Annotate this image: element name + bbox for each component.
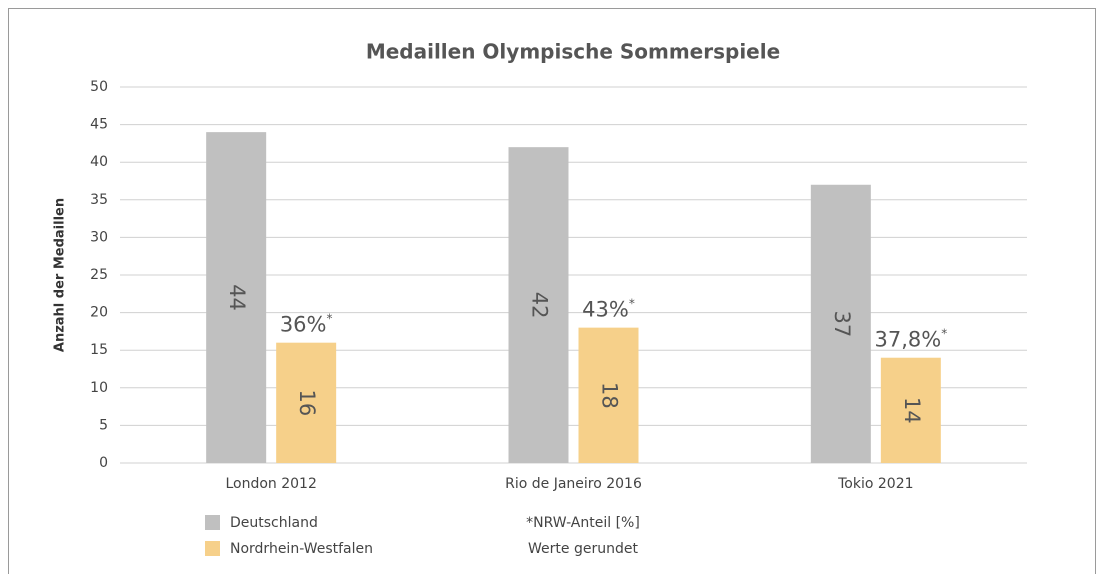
chart-title: Medaillen Olympische Sommerspiele: [366, 40, 780, 64]
note: *NRW-Anteil [%]: [526, 515, 640, 531]
share-label: 43%*: [582, 296, 635, 322]
y-tick-label: 25: [90, 267, 108, 283]
bar: [810, 184, 871, 463]
y-tick-label: 45: [90, 117, 108, 133]
y-tick-label: 0: [99, 455, 108, 471]
y-tick-label: 40: [90, 154, 108, 170]
data-label: 44: [225, 284, 249, 311]
y-tick-label: 30: [90, 229, 108, 245]
x-tick-label: London 2012: [225, 476, 316, 492]
bar: [508, 147, 569, 463]
share-value: 36%: [280, 313, 327, 337]
legend-label: Nordrhein-Westfalen: [230, 541, 373, 557]
share-value: 43%: [582, 298, 629, 322]
y-tick-label: 10: [90, 380, 108, 396]
data-label: 18: [598, 382, 622, 409]
legend-label: Deutschland: [230, 515, 318, 531]
bar: [578, 327, 639, 463]
y-tick-label: 20: [90, 305, 108, 321]
share-marker: *: [327, 311, 333, 325]
y-axis-label: Anzahl der Medaillen: [53, 198, 68, 352]
share-label: 36%*: [280, 311, 333, 337]
data-label: 42: [528, 292, 552, 319]
bar: [206, 132, 267, 463]
share-marker: *: [941, 326, 947, 340]
share-label: 37,8%*: [874, 326, 947, 352]
legend-swatch: [205, 541, 220, 556]
y-tick-label: 5: [99, 417, 108, 433]
data-label: 16: [295, 389, 319, 416]
share-marker: *: [629, 296, 635, 310]
y-tick-label: 15: [90, 342, 108, 358]
y-tick-label: 50: [90, 79, 108, 95]
data-label: 37: [830, 311, 854, 338]
x-tick-label: Rio de Janeiro 2016: [505, 476, 642, 492]
bar: [276, 342, 337, 463]
note: Werte gerundet: [528, 541, 638, 557]
share-value: 37,8%: [874, 328, 941, 352]
y-tick-label: 35: [90, 192, 108, 208]
data-label: 14: [900, 397, 924, 424]
legend-swatch: [205, 515, 220, 530]
bar: [880, 357, 941, 463]
x-tick-label: Tokio 2021: [837, 476, 913, 492]
